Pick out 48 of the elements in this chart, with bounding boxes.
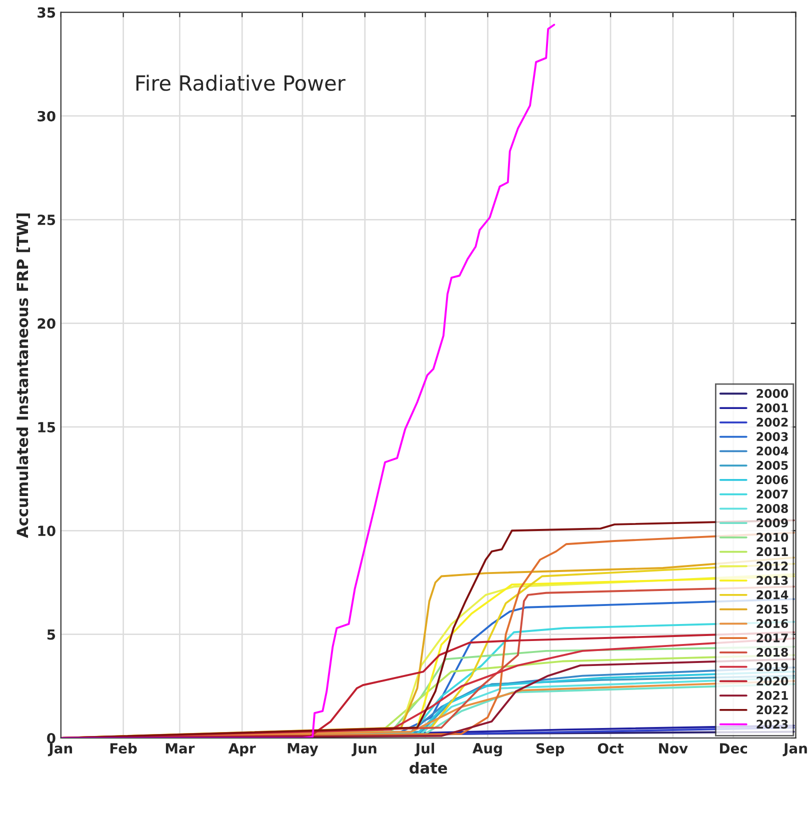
y-tick-label: 20 [38, 318, 56, 329]
x-tick-label: May [288, 743, 318, 756]
y-tick-label: 25 [38, 214, 56, 226]
x-tick-label: Feb [110, 742, 137, 754]
legend-label: 2006 [756, 475, 788, 484]
y-tick-label: 0 [47, 732, 56, 744]
legend-label: 2000 [756, 389, 788, 398]
x-tick-label: Jun [352, 743, 376, 756]
legend-label: 2016 [756, 619, 788, 628]
legend-label: 2004 [756, 446, 788, 456]
legend-label: 2023 [756, 720, 788, 729]
legend-label: 2017 [756, 633, 788, 642]
y-tick-label: 5 [47, 629, 56, 640]
x-tick-label: Jan [48, 743, 72, 756]
y-tick-label: 30 [38, 110, 56, 122]
legend-label: 2009 [756, 518, 788, 528]
legend-label: 2011 [756, 547, 788, 556]
legend-label: 2003 [756, 432, 788, 442]
legend-label: 2020 [756, 676, 788, 686]
x-tick-label: Jan [782, 743, 807, 756]
legend-label: 2007 [756, 490, 788, 499]
x-tick-label: Apr [228, 743, 256, 756]
legend-label: 2014 [756, 590, 788, 600]
legend-label: 2001 [756, 403, 788, 412]
x-axis-title: date [410, 762, 448, 774]
legend-label: 2008 [756, 504, 788, 513]
legend-label: 2022 [756, 705, 788, 714]
y-tick-label: 35 [38, 7, 56, 18]
legend-label: 2002 [756, 418, 788, 427]
annotation: Fire Radiative Power [136, 74, 346, 91]
legend-label: 2018 [756, 648, 788, 657]
y-tick-label: 15 [38, 422, 56, 432]
x-tick-label: Aug [472, 743, 502, 756]
legend-label: 2021 [756, 690, 788, 700]
y-tick-label: 10 [38, 526, 56, 536]
legend-label: 2012 [756, 562, 788, 570]
x-tick-label: Dec [720, 743, 748, 754]
x-tick-label: Nov [659, 743, 688, 754]
x-tick-label: Jul [414, 742, 434, 756]
y-axis-title: Accumulated Instantaneous FRP [TW] [16, 214, 30, 538]
legend-label: 2013 [756, 576, 788, 585]
x-tick-label: Oct [598, 743, 624, 754]
x-tick-label: Mar [166, 743, 195, 754]
legend-label: 2010 [756, 532, 788, 542]
legend-label: 2015 [756, 604, 788, 614]
x-tick-label: Sep [536, 743, 564, 756]
legend-label: 2005 [756, 460, 788, 470]
legend-label: 2019 [756, 662, 788, 672]
